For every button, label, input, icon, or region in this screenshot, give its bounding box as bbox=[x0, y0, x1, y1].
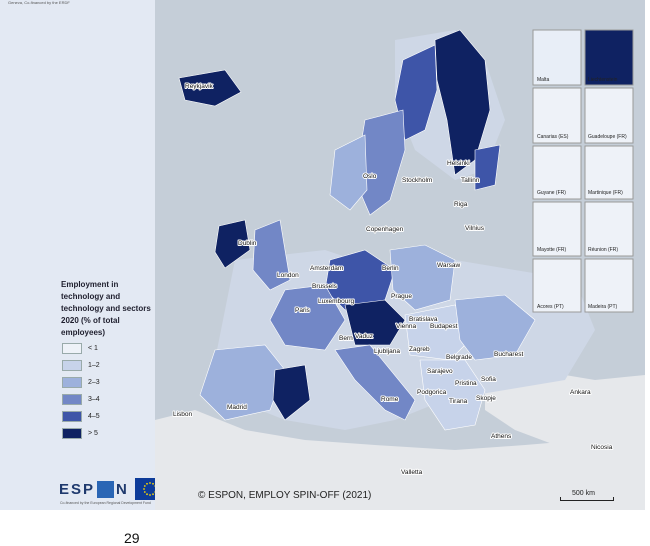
espon-logo-text-right: N bbox=[116, 480, 129, 498]
espon-logo-text-left: ESP bbox=[59, 480, 96, 498]
inset-label: Malta bbox=[537, 77, 549, 83]
scale-label: 500 km bbox=[572, 490, 595, 497]
top-clipped-text: Geneva, Co-financed by the ERDF bbox=[8, 0, 70, 5]
city-label: Budapest bbox=[430, 323, 458, 330]
city-label: Dublin bbox=[238, 240, 257, 247]
inset-panel: Malta Liechtenstein Canarias (ES) Guadel… bbox=[532, 29, 634, 313]
legend-item: 3–4 bbox=[62, 394, 100, 405]
city-label: Lisbon bbox=[173, 411, 193, 418]
city-label: Berlin bbox=[382, 265, 399, 272]
legend-swatch bbox=[62, 377, 82, 388]
city-label: Athens bbox=[491, 433, 512, 440]
legend-label: 2–3 bbox=[88, 379, 100, 386]
espon-logo: ESP N bbox=[59, 478, 165, 500]
legend-label: > 5 bbox=[88, 430, 98, 437]
city-label: Rome bbox=[381, 396, 399, 403]
map: Malta Liechtenstein Canarias (ES) Guadel… bbox=[155, 0, 645, 510]
city-label: Nicosia bbox=[591, 444, 613, 451]
espon-tagline: Co-financed by the European Regional Dev… bbox=[60, 501, 151, 505]
city-label: Tallinn bbox=[461, 177, 480, 184]
city-label: Belgrade bbox=[446, 354, 472, 361]
city-label: Skopje bbox=[476, 395, 496, 402]
inset-label: Canarias (ES) bbox=[537, 134, 569, 140]
city-label: Ankara bbox=[570, 389, 591, 396]
legend-label: 4–5 bbox=[88, 413, 100, 420]
left-panel: Geneva, Co-financed by the ERDF Employme… bbox=[0, 0, 165, 510]
city-label: London bbox=[277, 272, 299, 279]
scale-line bbox=[560, 497, 614, 501]
city-label: Vaduz bbox=[355, 333, 373, 340]
region-layer bbox=[178, 29, 536, 431]
legend-item: < 1 bbox=[62, 343, 98, 354]
legend-label: 1–2 bbox=[88, 362, 100, 369]
legend-item: 2–3 bbox=[62, 377, 100, 388]
city-label: Pristina bbox=[455, 380, 477, 387]
city-label: Helsinki bbox=[447, 160, 470, 167]
city-label: Bern bbox=[339, 335, 353, 342]
city-label: Oslo bbox=[363, 173, 377, 180]
city-label: Reykjavik bbox=[185, 83, 214, 90]
legend-swatch bbox=[62, 394, 82, 405]
legend-label: 3–4 bbox=[88, 396, 100, 403]
city-label: Tirana bbox=[449, 398, 468, 405]
inset-label: Martinique (FR) bbox=[588, 190, 623, 196]
city-label: Stockholm bbox=[402, 177, 432, 184]
inset-label: Guyane (FR) bbox=[537, 190, 566, 196]
legend-item: > 5 bbox=[62, 428, 98, 439]
inset-label: Mayotte (FR) bbox=[537, 247, 567, 253]
city-label: Bratislava bbox=[409, 316, 438, 323]
city-label: Bucharest bbox=[494, 351, 523, 358]
city-label: Paris bbox=[295, 307, 311, 314]
city-label: Madrid bbox=[227, 404, 247, 411]
inset-label: Réunion (FR) bbox=[588, 247, 618, 253]
city-label: Sarajevo bbox=[427, 368, 453, 375]
inset-label: Liechtenstein bbox=[588, 77, 618, 83]
legend-title: Employment in technology and technology … bbox=[61, 280, 151, 337]
legend-swatch bbox=[62, 360, 82, 371]
city-label: Zagreb bbox=[409, 346, 430, 353]
legend-swatch bbox=[62, 411, 82, 422]
city-label: Copenhagen bbox=[366, 226, 404, 233]
city-label: Luxembourg bbox=[318, 298, 355, 305]
city-label: Podgorica bbox=[417, 389, 447, 396]
inset-label: Acores (PT) bbox=[537, 304, 564, 310]
city-label: Valletta bbox=[401, 469, 423, 476]
europe-map-svg: Malta Liechtenstein Canarias (ES) Guadel… bbox=[155, 0, 645, 510]
legend-item: 1–2 bbox=[62, 360, 100, 371]
inset-label: Madeira (PT) bbox=[588, 304, 618, 310]
map-credit: © ESPON, EMPLOY SPIN-OFF (2021) bbox=[198, 490, 372, 501]
city-label: Ljubljana bbox=[374, 348, 400, 355]
city-label: Sofia bbox=[481, 376, 496, 383]
city-labels: Reykjavik Helsinki Oslo Stockholm Tallin… bbox=[172, 82, 614, 477]
city-label: Vilnius bbox=[465, 225, 485, 232]
legend-swatch bbox=[62, 428, 82, 439]
city-label: Brussels bbox=[312, 283, 338, 290]
legend-swatch bbox=[62, 343, 82, 354]
city-label: Warsaw bbox=[437, 262, 461, 269]
city-label: Riga bbox=[454, 201, 468, 208]
city-label: Prague bbox=[391, 293, 412, 300]
legend-label: < 1 bbox=[88, 345, 98, 352]
inset-label: Guadeloupe (FR) bbox=[588, 134, 627, 140]
espon-mark-icon bbox=[97, 480, 115, 498]
city-label: Amsterdam bbox=[310, 265, 343, 272]
scale-bar: 500 km bbox=[560, 490, 614, 501]
page-number: 29 bbox=[124, 530, 140, 546]
legend-item: 4–5 bbox=[62, 411, 100, 422]
city-label: Vienna bbox=[396, 323, 417, 330]
